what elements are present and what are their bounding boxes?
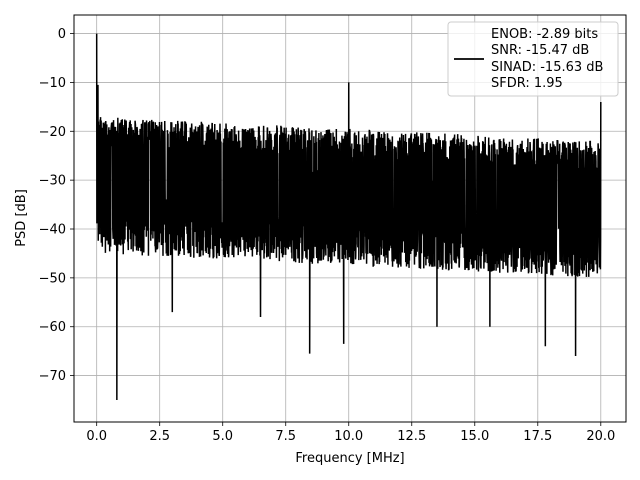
legend-line-snr: SNR: -15.47 dB <box>491 43 589 58</box>
y-tick-label: 0 <box>58 27 66 42</box>
y-tick-label: −20 <box>39 125 66 140</box>
x-tick-label: 15.0 <box>460 429 489 444</box>
x-tick-label: 12.5 <box>397 429 426 444</box>
x-tick-label: 2.5 <box>149 429 170 444</box>
x-tick-label: 10.0 <box>334 429 363 444</box>
x-tick-label: 17.5 <box>523 429 552 444</box>
y-tick-label: −50 <box>39 271 66 286</box>
y-tick-label: −30 <box>39 174 66 189</box>
legend-line-sfdr: SFDR: 1.95 <box>491 76 563 91</box>
y-axis-label: PSD [dB] <box>14 189 29 247</box>
x-tick-label: 5.0 <box>212 429 233 444</box>
y-tick-label: −40 <box>39 223 66 238</box>
legend-box <box>447 21 619 97</box>
y-tick-label: −70 <box>39 369 66 384</box>
psd-series-line <box>95 33 602 401</box>
y-axis-ticks: 0 −10 −20 −30 −40 −50 −60 −70 <box>39 27 74 384</box>
x-axis-label: Frequency [MHz] <box>295 451 404 466</box>
plot-frame <box>73 14 627 423</box>
y-tick-label: −10 <box>39 76 66 91</box>
x-axis-ticks: 0.0 2.5 5.0 7.5 10.0 12.5 15.0 17.5 20.0 <box>86 422 615 444</box>
x-tick-label: 20.0 <box>586 429 615 444</box>
legend-line-sinad: SINAD: -15.63 dB <box>491 60 603 75</box>
plot-area <box>95 33 602 401</box>
x-tick-label: 0.0 <box>86 429 107 444</box>
legend-line-enob: ENOB: -2.89 bits <box>491 27 598 42</box>
legend: ENOB: -2.89 bits SNR: -15.47 dB SINAD: -… <box>447 21 619 97</box>
y-tick-label: −60 <box>39 320 66 335</box>
x-tick-label: 7.5 <box>275 429 296 444</box>
